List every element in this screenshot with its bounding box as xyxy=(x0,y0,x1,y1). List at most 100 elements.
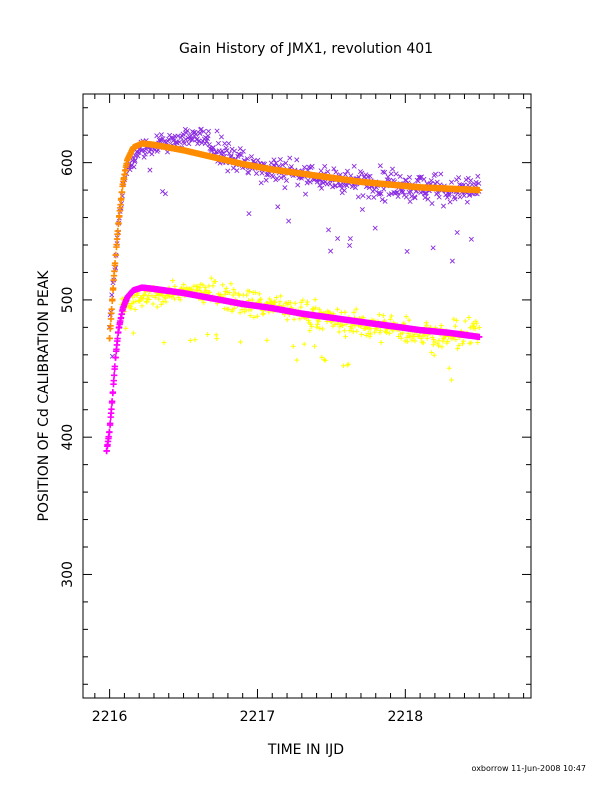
upper-measured-point xyxy=(228,153,234,159)
lower-measured-point xyxy=(398,335,404,341)
lower-measured-point xyxy=(313,305,319,311)
lower-measured-point xyxy=(251,315,257,320)
lower-measured-point xyxy=(342,309,348,315)
lower-measured-point xyxy=(477,325,482,330)
upper-model-point xyxy=(115,219,122,227)
upper-measured-point xyxy=(131,164,137,170)
upper-measured-point xyxy=(149,151,155,157)
upper-measured-point xyxy=(295,182,301,188)
upper-measured-point xyxy=(210,145,216,151)
upper-model-point xyxy=(114,227,122,235)
upper-measured-point xyxy=(175,133,181,139)
lower-model-point xyxy=(107,413,114,421)
lower-measured-point xyxy=(144,299,150,305)
lower-measured-point xyxy=(406,317,412,323)
upper-measured-point xyxy=(341,187,347,193)
upper-model-point xyxy=(115,213,123,221)
upper-measured-point xyxy=(360,193,366,199)
upper-measured-point xyxy=(379,197,385,203)
lower-measured-point xyxy=(197,285,203,291)
lower-model-point xyxy=(108,398,116,405)
x-tick-label: 2216 xyxy=(92,709,128,725)
lower-measured-point xyxy=(158,302,164,307)
lower-measured-point xyxy=(205,332,211,337)
upper-measured-point xyxy=(457,194,463,200)
lower-measured-point xyxy=(309,324,315,330)
lower-measured-point xyxy=(131,299,136,305)
upper-measured-point xyxy=(222,140,228,147)
lower-measured-point xyxy=(206,283,212,289)
upper-measured-point xyxy=(322,179,328,185)
lower-measured-point xyxy=(468,340,474,346)
lower-measured-point xyxy=(257,297,263,303)
upper-measured-point xyxy=(135,153,141,159)
upper-measured-point xyxy=(226,140,232,147)
lower-measured-point xyxy=(312,343,317,349)
upper-measured-point xyxy=(169,135,175,141)
lower-measured-point xyxy=(285,302,291,308)
lower-measured-point xyxy=(436,343,441,349)
lower-measured-point xyxy=(351,309,357,315)
lower-measured-point xyxy=(424,322,430,328)
upper-measured-point xyxy=(279,162,285,168)
lower-model-point xyxy=(109,389,116,397)
upper-measured-point xyxy=(440,203,447,209)
upper-measured-point xyxy=(205,133,211,139)
lower-measured-point xyxy=(232,290,238,296)
upper-measured-point xyxy=(425,196,431,202)
upper-measured-point xyxy=(438,171,444,177)
lower-measured-point xyxy=(432,339,438,345)
lower-measured-point xyxy=(288,300,293,306)
upper-measured-point xyxy=(274,176,280,182)
upper-measured-point xyxy=(314,179,320,185)
lower-measured-point xyxy=(291,316,297,322)
lower-measured-point xyxy=(290,344,296,349)
lower-measured-point xyxy=(159,293,165,298)
lower-measured-point xyxy=(237,310,243,316)
upper-measured-point xyxy=(382,198,388,204)
upper-measured-point xyxy=(377,163,383,169)
lower-model-point xyxy=(476,333,483,341)
footer-credit: oxborrow 11-Jun-2008 10:47 xyxy=(472,764,586,773)
lower-measured-point xyxy=(445,339,451,344)
upper-model-point xyxy=(112,251,119,259)
upper-measured-point xyxy=(452,196,458,202)
upper-measured-point xyxy=(399,188,405,195)
lower-measured-point xyxy=(438,323,444,328)
upper-measured-point xyxy=(184,128,190,134)
lower-measured-point xyxy=(139,303,145,309)
upper-measured-point xyxy=(231,148,237,154)
upper-measured-point xyxy=(388,191,394,197)
upper-measured-point xyxy=(181,140,187,146)
lower-measured-point xyxy=(192,337,198,343)
lower-measured-point xyxy=(163,295,168,301)
upper-measured-point xyxy=(244,156,250,162)
lower-measured-point xyxy=(429,350,434,355)
lower-measured-point xyxy=(404,339,410,345)
lower-measured-point xyxy=(378,340,384,345)
lower-measured-point xyxy=(181,282,187,288)
upper-measured-point xyxy=(366,194,372,200)
lower-measured-point xyxy=(349,325,355,331)
lower-measured-point xyxy=(377,312,382,318)
lower-measured-point xyxy=(403,314,409,320)
upper-measured-series xyxy=(106,126,482,359)
upper-measured-point xyxy=(394,189,400,195)
upper-measured-point xyxy=(142,151,148,157)
lower-measured-point xyxy=(201,300,207,306)
upper-measured-point xyxy=(166,136,172,142)
upper-measured-point xyxy=(333,169,339,175)
upper-measured-point xyxy=(209,148,215,154)
lower-model-point xyxy=(106,428,113,436)
lower-measured-point xyxy=(368,331,373,337)
lower-measured-point xyxy=(475,340,481,345)
lower-model-point xyxy=(110,380,117,388)
upper-measured-point xyxy=(403,194,409,200)
lower-measured-point xyxy=(227,290,233,296)
upper-measured-point xyxy=(344,168,350,174)
lower-measured-point xyxy=(452,323,458,329)
lower-measured-point xyxy=(449,377,454,383)
upper-measured-point xyxy=(407,174,413,180)
lower-measured-point xyxy=(146,297,152,302)
lower-measured-point xyxy=(471,324,477,329)
